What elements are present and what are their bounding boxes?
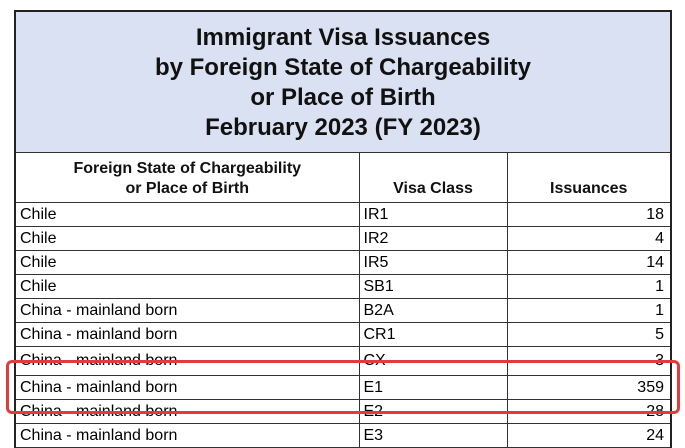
cell-issuances: 1 <box>507 298 670 323</box>
cell-country: China - mainland born <box>16 375 360 400</box>
table-row: China - mainland born B2A 1 <box>16 298 670 323</box>
cell-issuances: 18 <box>507 202 670 227</box>
cell-country: China - mainland born <box>16 322 360 347</box>
table-row: Chile IR2 4 <box>16 226 670 251</box>
title-line-3: or Place of Birth <box>250 84 436 111</box>
table-row: Chile IR5 14 <box>16 250 670 275</box>
visa-issuance-sheet: Immigrant Visa Issuances by Foreign Stat… <box>14 10 672 448</box>
cell-issuances: 28 <box>507 399 670 424</box>
cell-visa-class: CX <box>359 346 508 376</box>
header-issuances: Issuances <box>507 153 670 203</box>
header-country: Foreign State of Chargeability or Place … <box>16 153 360 203</box>
title-line-1: Immigrant Visa Issuances <box>195 24 491 51</box>
table-row: China - mainland born CX 3 <box>16 346 670 376</box>
cell-country: Chile <box>16 226 360 251</box>
cell-country: China - mainland born <box>16 399 360 424</box>
cell-country: China - mainland born <box>16 346 360 376</box>
cell-issuances: 5 <box>507 322 670 347</box>
cell-country: Chile <box>16 250 360 275</box>
header-country-line1: Foreign State of Chargeability <box>73 160 302 177</box>
cell-issuances: 1 <box>507 274 670 299</box>
title-line-2: by Foreign State of Chargeability <box>154 54 532 81</box>
cell-visa-class: SB1 <box>359 274 508 299</box>
header-country-line2: or Place of Birth <box>125 180 250 197</box>
cell-country: Chile <box>16 274 360 299</box>
cell-visa-class: IR1 <box>359 202 508 227</box>
cell-visa-class: E2 <box>359 399 508 424</box>
cell-visa-class: CR1 <box>359 322 508 347</box>
table-row-highlighted: China - mainland born E2 28 <box>16 399 670 424</box>
cell-country: China - mainland born <box>16 298 360 323</box>
cell-visa-class: IR2 <box>359 226 508 251</box>
cell-issuances: 14 <box>507 250 670 275</box>
cell-issuances: 4 <box>507 226 670 251</box>
cell-issuances: 3 <box>507 346 670 376</box>
cell-visa-class: IR5 <box>359 250 508 275</box>
table-row: China - mainland born CR1 5 <box>16 322 670 347</box>
issuance-table: Foreign State of Chargeability or Place … <box>16 153 670 448</box>
table-row: Chile SB1 1 <box>16 274 670 299</box>
cell-visa-class: E1 <box>359 375 508 400</box>
cell-country: Chile <box>16 202 360 227</box>
title-block: Immigrant Visa Issuances by Foreign Stat… <box>16 12 670 153</box>
table-row: Chile IR1 18 <box>16 202 670 227</box>
header-visa-class: Visa Class <box>359 153 508 203</box>
title-line-4: February 2023 (FY 2023) <box>205 114 481 141</box>
table-row-highlighted: China - mainland born E1 359 <box>16 375 670 400</box>
header-row: Foreign State of Chargeability or Place … <box>16 153 670 203</box>
cell-visa-class: B2A <box>359 298 508 323</box>
cell-issuances: 359 <box>507 375 670 400</box>
